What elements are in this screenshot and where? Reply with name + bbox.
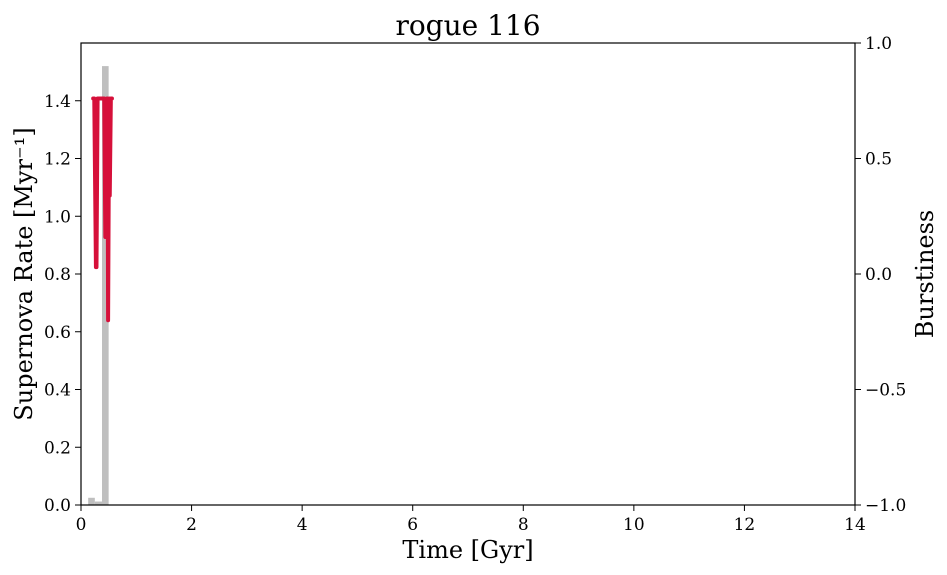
y-right-tick-label-0: −1.0: [865, 496, 906, 516]
y-right-tick-label-3: 0.5: [865, 150, 892, 170]
x-tick-label-1: 2: [186, 515, 197, 535]
y-left-axis-label: Supernova Rate [Myr⁻¹]: [10, 127, 38, 420]
x-axis-label: Time [Gyr]: [402, 536, 533, 564]
x-tick-label-2: 4: [297, 515, 308, 535]
histogram-bar-0: [88, 497, 95, 505]
burstiness-series-line: [91, 96, 114, 323]
histogram-bar-2: [102, 66, 109, 505]
x-tick-label-4: 8: [518, 515, 529, 535]
y-left-tick-label-3: 0.6: [44, 323, 71, 343]
y-left-tick-label-5: 1.0: [44, 207, 71, 227]
burstiness-line-layer: [91, 96, 114, 323]
plot-frame: [80, 42, 856, 506]
y-right-axis-label: Burstiness: [911, 210, 939, 339]
y-left-tick-label-1: 0.2: [44, 438, 71, 458]
y-right-tick-label-2: 0.0: [865, 265, 892, 285]
y-left-tick-label-0: 0.0: [44, 496, 71, 516]
x-tick-label-7: 14: [844, 515, 866, 535]
x-tick-label-3: 6: [407, 515, 418, 535]
y-right-tick-label-4: 1.0: [865, 34, 892, 54]
y-right-tick-label-1: −0.5: [865, 381, 906, 401]
histogram-layer: [88, 66, 109, 505]
y-left-tick-label-6: 1.2: [44, 150, 71, 170]
y-right-axis: −1.0 −0.5 0.0 0.5 1.0: [855, 34, 906, 516]
y-left-axis: 0.0 0.2 0.4 0.6 0.8 1.0 1.2 1.4: [44, 92, 81, 516]
histogram-bar-1: [94, 501, 103, 505]
x-tick-label-0: 0: [76, 515, 87, 535]
x-axis: 0 2 4 6 8 10 12 14: [76, 505, 866, 535]
y-left-tick-label-7: 1.4: [44, 92, 71, 112]
x-tick-label-6: 12: [734, 515, 756, 535]
y-left-tick-label-4: 0.8: [44, 265, 71, 285]
x-tick-label-5: 10: [623, 515, 645, 535]
y-left-tick-label-2: 0.4: [44, 381, 71, 401]
chart-title: rogue 116: [395, 9, 540, 42]
